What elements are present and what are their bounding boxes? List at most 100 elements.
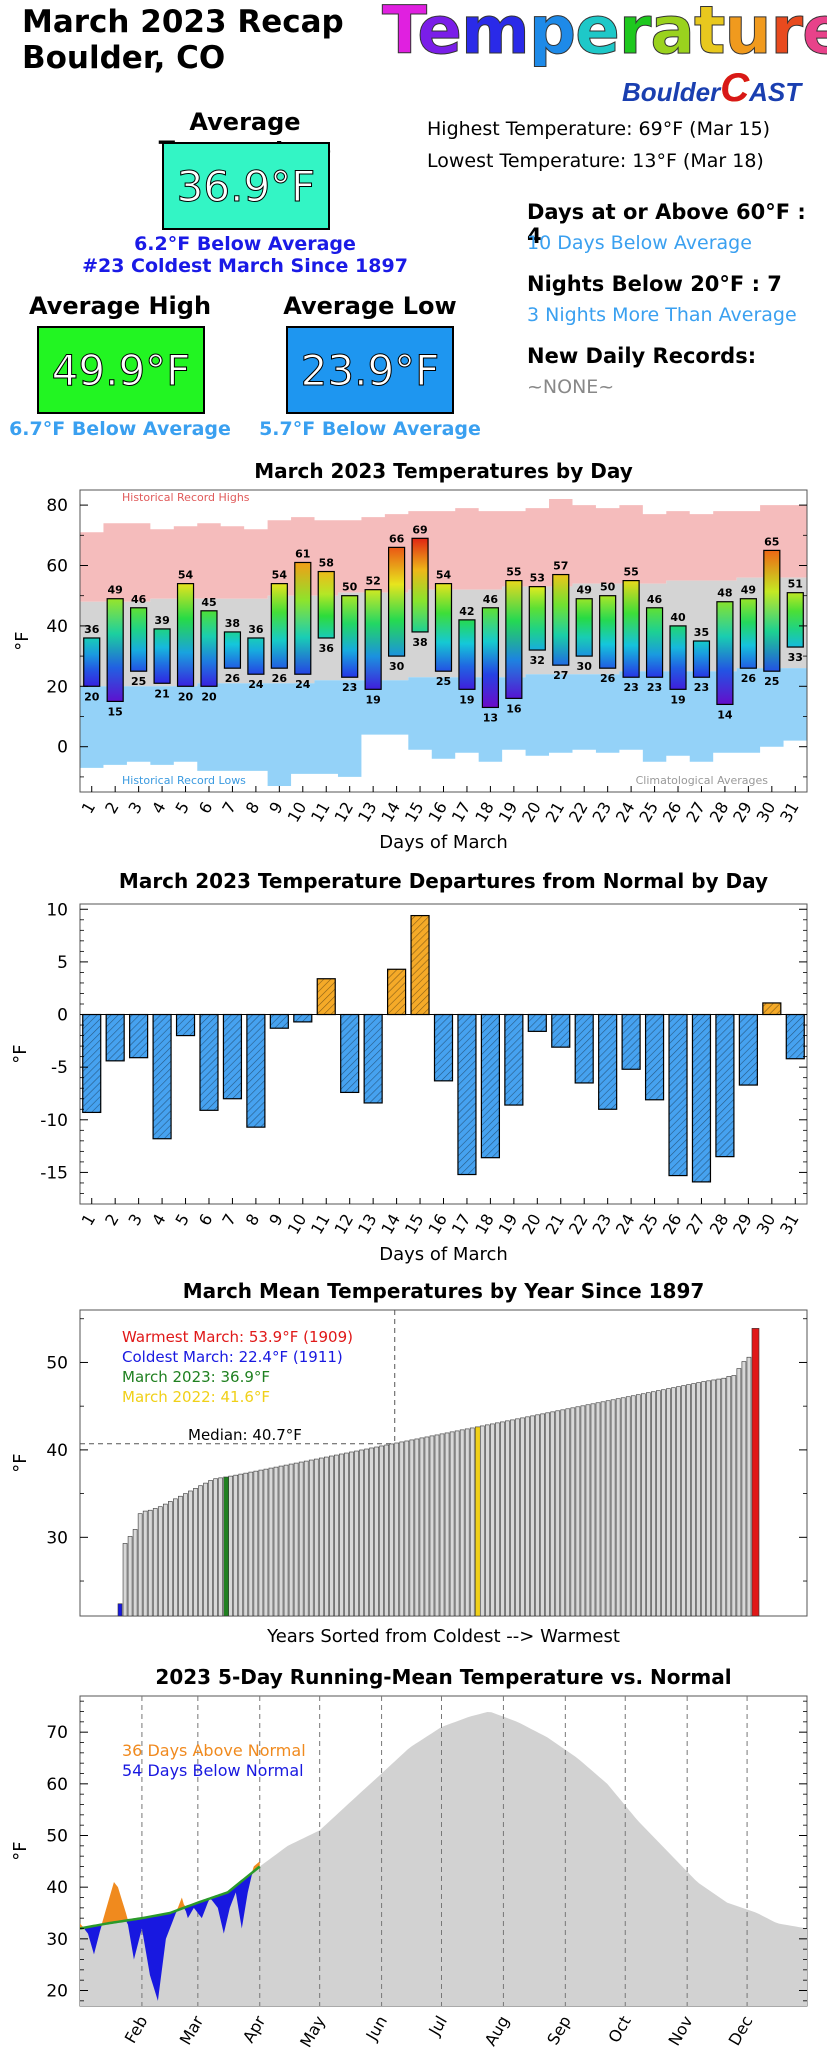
high-label: 69 xyxy=(412,523,427,536)
year-bar xyxy=(666,1388,671,1617)
x-tick-label: 13 xyxy=(354,799,381,826)
year-bar xyxy=(661,1389,666,1617)
high-label: 58 xyxy=(319,557,334,570)
year-bar xyxy=(173,1498,178,1617)
year-bar xyxy=(404,1440,410,1617)
year-bar xyxy=(484,1424,490,1617)
nights-20-label: Nights Below 20°F : 7 xyxy=(527,272,782,296)
year-bar xyxy=(394,1442,400,1617)
logo-c-icon: C xyxy=(720,66,750,110)
x-tick-label: 9 xyxy=(265,1211,287,1229)
low-label: 25 xyxy=(436,675,451,688)
y-tick-label: 40 xyxy=(46,1878,68,1898)
year-bar xyxy=(630,1395,636,1617)
year-bar xyxy=(495,1422,500,1617)
x-tick-label: 3 xyxy=(125,1211,147,1229)
year-bar xyxy=(736,1368,742,1617)
year-bar xyxy=(454,1430,460,1617)
year-bar xyxy=(409,1439,415,1617)
year-bar xyxy=(389,1443,395,1617)
legend-entry: March 2023: 36.9°F xyxy=(122,1368,270,1386)
year-bar xyxy=(716,1378,722,1617)
year-bar xyxy=(147,1509,153,1617)
normal-line xyxy=(79,1865,261,1930)
year-bar xyxy=(746,1356,752,1617)
departure-bar-hatch xyxy=(293,1014,312,1022)
low-label: 30 xyxy=(389,660,405,673)
year-bar xyxy=(213,1478,218,1617)
high-label: 65 xyxy=(764,535,779,548)
year-bar xyxy=(308,1459,314,1617)
departure-bar-hatch xyxy=(153,1014,172,1139)
departure-bar-hatch xyxy=(317,978,336,1015)
high-label: 61 xyxy=(295,547,310,560)
month-label: Jun xyxy=(362,2013,391,2045)
y-tick-label: 30 xyxy=(46,1930,68,1950)
temperature-banner: Temperature xyxy=(381,0,827,70)
year-bar xyxy=(726,1376,732,1617)
year-bar xyxy=(585,1404,591,1617)
year-bar xyxy=(525,1416,530,1617)
year-bar xyxy=(490,1423,495,1617)
day-temp-bar xyxy=(247,637,265,675)
departure-bar-hatch xyxy=(411,915,430,1015)
x-tick-label: 3 xyxy=(125,799,147,817)
year-bar xyxy=(696,1382,701,1617)
legend-entry: Coldest March: 22.4°F (1911) xyxy=(122,1348,343,1366)
x-axis-label: Days of March xyxy=(379,832,508,853)
day-temp-bar xyxy=(176,583,195,687)
high-label: 38 xyxy=(225,617,240,630)
year-bar xyxy=(364,1448,369,1617)
year-bar xyxy=(203,1482,208,1617)
year-bar xyxy=(379,1445,384,1617)
y-tick-label: 20 xyxy=(46,1982,68,2002)
low-label: 32 xyxy=(530,654,545,667)
day-temp-bar xyxy=(200,610,218,687)
year-bar xyxy=(590,1403,596,1617)
x-tick-label: 25 xyxy=(635,1211,662,1238)
low-label: 20 xyxy=(84,690,100,703)
x-tick-label: 6 xyxy=(195,799,217,817)
high-label: 42 xyxy=(459,605,474,618)
year-bar xyxy=(691,1383,696,1617)
day-temp-bar xyxy=(575,598,593,657)
year-bar xyxy=(510,1419,515,1617)
legend-entry: March 2022: 41.6°F xyxy=(122,1388,270,1406)
x-tick-label: 10 xyxy=(284,1211,311,1238)
departure-bar-hatch xyxy=(551,1014,570,1048)
year-bar xyxy=(640,1393,646,1617)
year-bar xyxy=(122,1543,128,1617)
year-bar xyxy=(575,1406,581,1617)
banner-letter: e xyxy=(802,0,827,70)
year-bar xyxy=(288,1463,294,1617)
x-tick-label: 14 xyxy=(377,1211,404,1238)
banner-letter: r xyxy=(618,0,652,70)
legend-entry: Warmest March: 53.9°F (1909) xyxy=(122,1328,353,1346)
record-high-annotation: Historical Record Highs xyxy=(122,491,250,504)
high-label: 36 xyxy=(248,623,264,636)
year-bar xyxy=(545,1412,551,1617)
year-bar xyxy=(142,1510,148,1617)
highest-temp-text: Highest Temperature: 69°F (Mar 15) xyxy=(427,118,771,140)
x-tick-label: 19 xyxy=(495,1211,522,1238)
x-tick-label: 12 xyxy=(331,1211,358,1238)
year-bar xyxy=(323,1456,329,1617)
y-axis-label: °F xyxy=(10,1044,31,1063)
y-tick-label: 60 xyxy=(46,557,68,577)
y-tick-label: 80 xyxy=(46,496,68,516)
year-bar xyxy=(178,1495,183,1617)
year-bar xyxy=(268,1467,274,1617)
high-label: 50 xyxy=(600,581,616,594)
high-label: 51 xyxy=(788,578,803,591)
yearly-means-chart: March Mean Temperatures by Year Since 18… xyxy=(10,1279,808,1647)
low-label: 20 xyxy=(178,690,194,703)
legend-entry: 36 Days Above Normal xyxy=(122,1741,306,1760)
day-temp-bar xyxy=(294,561,312,675)
high-label: 53 xyxy=(530,572,545,585)
banner-letter: m xyxy=(461,0,531,70)
year-bar xyxy=(233,1474,239,1617)
x-tick-label: 8 xyxy=(242,1211,264,1229)
year-bar xyxy=(635,1394,641,1617)
year-bar xyxy=(218,1477,223,1617)
high-label: 55 xyxy=(623,566,638,579)
